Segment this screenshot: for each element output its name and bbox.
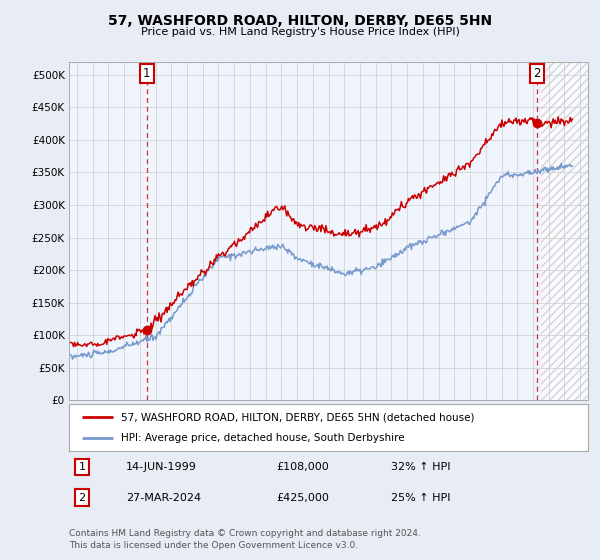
Text: £425,000: £425,000 [277, 493, 329, 502]
Text: HPI: Average price, detached house, South Derbyshire: HPI: Average price, detached house, Sout… [121, 433, 404, 443]
Text: 57, WASHFORD ROAD, HILTON, DERBY, DE65 5HN: 57, WASHFORD ROAD, HILTON, DERBY, DE65 5… [108, 14, 492, 28]
Text: 1: 1 [143, 67, 151, 80]
Text: 2: 2 [533, 67, 541, 80]
Text: 14-JUN-1999: 14-JUN-1999 [126, 462, 197, 472]
Text: 27-MAR-2024: 27-MAR-2024 [126, 493, 201, 502]
Text: 57, WASHFORD ROAD, HILTON, DERBY, DE65 5HN (detached house): 57, WASHFORD ROAD, HILTON, DERBY, DE65 5… [121, 412, 475, 422]
Text: 32% ↑ HPI: 32% ↑ HPI [391, 462, 450, 472]
Text: Price paid vs. HM Land Registry's House Price Index (HPI): Price paid vs. HM Land Registry's House … [140, 27, 460, 37]
Text: £108,000: £108,000 [277, 462, 329, 472]
Text: 25% ↑ HPI: 25% ↑ HPI [391, 493, 450, 502]
Text: 1: 1 [79, 462, 85, 472]
Text: Contains HM Land Registry data © Crown copyright and database right 2024.
This d: Contains HM Land Registry data © Crown c… [69, 529, 421, 550]
Text: 2: 2 [79, 493, 86, 502]
